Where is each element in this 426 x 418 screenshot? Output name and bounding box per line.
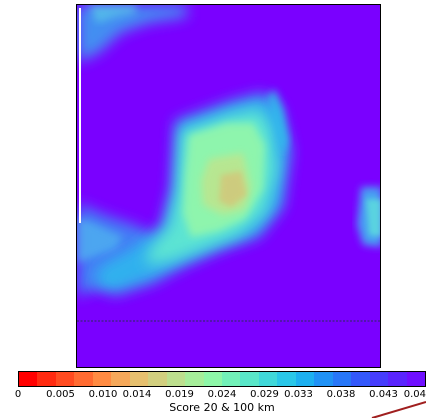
colorbar-tick-10: 0.04 [403, 389, 426, 400]
colorbar-segment-19 [369, 372, 389, 386]
colorbar-segment-20 [388, 372, 407, 386]
heatmap-main-hotspot [93, 89, 291, 295]
colorbar-segment-13 [258, 372, 278, 386]
colorbar-segment-16 [314, 372, 333, 386]
colorbar-segment-0 [19, 372, 38, 386]
colorbar-segment-14 [277, 372, 296, 386]
heatmap-plot [76, 4, 381, 368]
colorbar-segment-11 [221, 372, 241, 386]
heatmap-svg [77, 5, 380, 367]
colorbar-segment-5 [111, 372, 130, 386]
heatmap-top-left-patch [77, 5, 187, 63]
colorbar-tick-1: 0.005 [46, 389, 75, 400]
colorbar-tick-7: 0.033 [284, 389, 313, 400]
colorbar-segment-6 [129, 372, 149, 386]
colorbar-tick-9: 0.043 [369, 389, 398, 400]
colorbar-segment-7 [148, 372, 167, 386]
colorbar-label: Score 20 & 100 km [169, 401, 275, 414]
colorbar-tick-4: 0.019 [165, 389, 194, 400]
colorbar-segment-10 [203, 372, 222, 386]
colorbar-segment-12 [240, 372, 259, 386]
colorbar-segment-8 [166, 372, 186, 386]
colorbar [18, 371, 426, 387]
colorbar-segment-2 [55, 372, 75, 386]
colorbar-segment-21 [406, 372, 425, 386]
colorbar-segment-1 [37, 372, 56, 386]
heatmap-right-edge-patch [357, 187, 380, 247]
colorbar-tick-0: 0 [14, 389, 22, 400]
colorbar-tick-5: 0.024 [207, 389, 237, 400]
colorbar-tick-8: 0.038 [326, 389, 356, 400]
colorbar-segment-18 [351, 372, 370, 386]
colorbar-tick-3: 0.014 [122, 389, 152, 400]
colorbar-segment-4 [92, 372, 112, 386]
colorbar-segment-9 [185, 372, 204, 386]
colorbar-tick-2: 0.010 [88, 389, 118, 400]
colorbar-segment-3 [74, 372, 93, 386]
colorbar-wrapper: 0 0.005 0.010 0.014 0.019 0.024 0.029 0.033 0.03… [14, 371, 426, 418]
colorbar-segment-15 [295, 372, 315, 386]
colorbar-tick-6: 0.029 [250, 389, 279, 400]
colorbar-segment-17 [332, 372, 352, 386]
